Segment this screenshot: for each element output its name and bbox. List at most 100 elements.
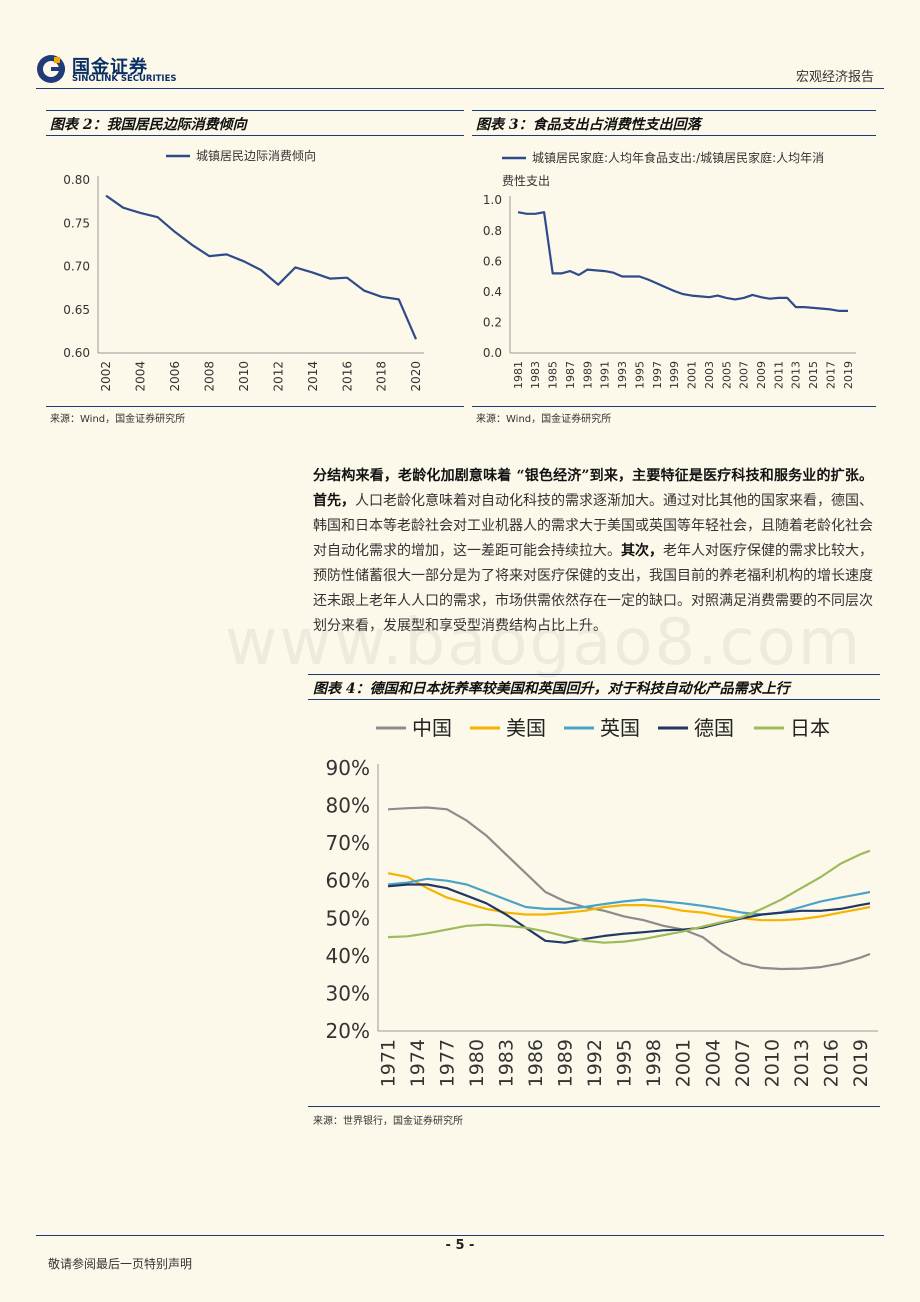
- fig2-x-tick: 2020: [409, 361, 423, 392]
- fig2-x-tick: 2014: [306, 361, 320, 392]
- fig4-y-tick: 80%: [326, 794, 370, 818]
- fig4-chart: 90% 80% 70% 60% 50% 40% 30% 20% 1971 1974 1977 1980…: [326, 716, 878, 1087]
- fig3-y-tick: 0.0: [483, 346, 502, 360]
- fig4-x-tick: 1983: [496, 1039, 518, 1087]
- fig3-legend-label: 费性支出: [502, 174, 550, 188]
- fig2-series-城镇居民边际消费倾向: [105, 194, 418, 340]
- body-bold-1: 分结构来看，老龄化加剧意味着 “银色经济”到来，主要特征是医疗科技和服务业的扩张…: [313, 468, 873, 484]
- fig3-x-tick: 1993: [616, 361, 629, 389]
- fig2-x-tick: 2004: [134, 361, 148, 392]
- fig2-chart: 0.80 0.75 0.70 0.65 0.60 2002 2004 2006 2008 2010…: [63, 148, 424, 392]
- fig4-legend-label: 中国: [412, 716, 452, 740]
- fig4-x-tick: 1992: [584, 1039, 606, 1087]
- fig2-x-tick: 2002: [99, 361, 113, 392]
- fig4-x-tick: 1986: [525, 1039, 547, 1087]
- fig4-x-tick: 2007: [732, 1039, 754, 1087]
- fig4-legend-label: 英国: [600, 716, 640, 740]
- fig4-y-tick: 40%: [326, 944, 370, 968]
- fig4-x-tick: 2010: [761, 1039, 783, 1087]
- body-text-1: 人口老龄化意味着对自动化科技的需求逐渐加大。通过对比其他的国家来看，德国、韩国和…: [313, 493, 873, 559]
- fig4-series-中国: [387, 806, 871, 971]
- fig4-y-tick: 70%: [326, 831, 370, 855]
- fig2-x-tick: 2010: [237, 361, 251, 392]
- fig4-legend-label: 德国: [694, 716, 734, 740]
- fig3-x-tick: 2003: [703, 361, 716, 389]
- fig2-source: 来源：Wind，国金证券研究所: [50, 414, 186, 425]
- fig4-x-tick: 2019: [850, 1039, 872, 1087]
- fig4-source: 来源：世界银行，国金证券研究所: [313, 1116, 463, 1127]
- fig4-x-tick: 1998: [643, 1039, 665, 1087]
- fig4-x-tick: 1980: [466, 1039, 488, 1087]
- fig2-x-tick: 2016: [340, 361, 354, 392]
- fig3-x-tick: 2011: [772, 361, 785, 389]
- fig3-x-tick: 2007: [738, 361, 751, 389]
- fig3-y-tick: 0.6: [483, 254, 502, 268]
- fig2-y-tick: 0.60: [63, 346, 90, 360]
- fig3-source: 来源：Wind，国金证券研究所: [476, 414, 612, 425]
- fig2-x-tick: 2012: [271, 361, 285, 392]
- fig3-y-tick: 1.0: [483, 193, 502, 207]
- fig3-x-tick: 1983: [529, 361, 542, 389]
- fig4-x-tick: 1974: [407, 1039, 429, 1087]
- fig2-y-tick: 0.65: [63, 303, 90, 317]
- fig4-y-tick: 50%: [326, 906, 370, 930]
- fig4-legend-label: 日本: [790, 716, 830, 740]
- body-text-2: 老年人对医疗保健的需求比较大，预防性储蓄很大一部分是为了将来对医疗保健的支出，我…: [313, 543, 873, 634]
- fig4-y-tick: 20%: [326, 1019, 370, 1043]
- fig2-y-tick: 0.70: [63, 260, 90, 274]
- fig2-bottom-rule: [46, 406, 464, 407]
- fig4-y-tick: 90%: [326, 756, 370, 780]
- fig3-x-tick: 2001: [686, 361, 699, 389]
- watermark: www.baogao8.com: [225, 606, 863, 680]
- footer-divider: [36, 1235, 884, 1236]
- fig4-legend-label: 美国: [506, 716, 546, 740]
- fig4-x-tick: 1971: [378, 1039, 400, 1087]
- fig3-title-rule: [472, 135, 876, 136]
- fig3-x-tick: 1991: [599, 361, 612, 389]
- fig3-x-tick: 1995: [633, 361, 646, 389]
- fig4-y-tick: 30%: [326, 981, 370, 1005]
- fig3-x-tick: 1981: [512, 361, 525, 389]
- fig3-x-tick: 1985: [547, 361, 560, 389]
- fig4-x-tick: 2001: [673, 1039, 695, 1087]
- fig4-x-tick: 2016: [820, 1039, 842, 1087]
- fig3-x-tick: 2013: [790, 361, 803, 389]
- fig2-y-tick: 0.75: [63, 216, 90, 230]
- fig4-title-rule: [308, 699, 880, 700]
- fig3-top-rule: [472, 110, 876, 111]
- fig4-x-tick: 1977: [437, 1039, 459, 1087]
- fig3-title: 图表 3：食品支出占消费性支出回落: [476, 117, 701, 133]
- fig4-y-tick: 60%: [326, 869, 370, 893]
- logo-subtext: SINOLINK SECURITIES: [72, 74, 177, 84]
- page-number: - 5 -: [445, 1238, 475, 1253]
- fig2-y-tick: 0.80: [63, 173, 90, 187]
- fig4-series-德国: [387, 883, 871, 944]
- header-divider: [36, 88, 884, 89]
- fig3-legend-label: 城镇居民家庭:人均年食品支出:/城镇居民家庭:人均年消: [532, 150, 824, 165]
- body-paragraph: 分结构来看，老龄化加剧意味着 “银色经济”到来，主要特征是医疗科技和服务业的扩张…: [313, 464, 873, 639]
- fig4-x-tick: 1989: [555, 1039, 577, 1087]
- fig3-x-tick: 2015: [807, 361, 820, 389]
- fig3-bottom-rule: [472, 406, 876, 407]
- fig3-x-tick: 2017: [824, 361, 837, 389]
- fig2-x-tick: 2006: [168, 361, 182, 392]
- fig3-y-tick: 0.4: [483, 285, 502, 299]
- fig3-x-tick: 1999: [668, 361, 681, 389]
- body-bold-3: 其次，: [621, 543, 663, 559]
- fig4-x-tick: 2004: [702, 1039, 724, 1087]
- fig3-x-tick: 2009: [755, 361, 768, 389]
- fig4-x-tick: 2013: [791, 1039, 813, 1087]
- fig2-x-tick: 2018: [375, 361, 389, 392]
- logo-text: 国金证券: [72, 57, 148, 78]
- fig3-x-tick: 1987: [564, 361, 577, 389]
- fig4-top-rule: [308, 674, 880, 675]
- fig2-title: 图表 2：我国居民边际消费倾向: [50, 117, 247, 133]
- fig4-x-tick: 1995: [614, 1039, 636, 1087]
- report-type: 宏观经济报告: [795, 70, 874, 85]
- logo-icon: [37, 55, 65, 83]
- fig2-title-rule: [46, 135, 464, 136]
- fig4-bottom-rule: [308, 1106, 880, 1107]
- body-bold-2: 首先，: [313, 493, 355, 509]
- fig2-top-rule: [46, 110, 464, 111]
